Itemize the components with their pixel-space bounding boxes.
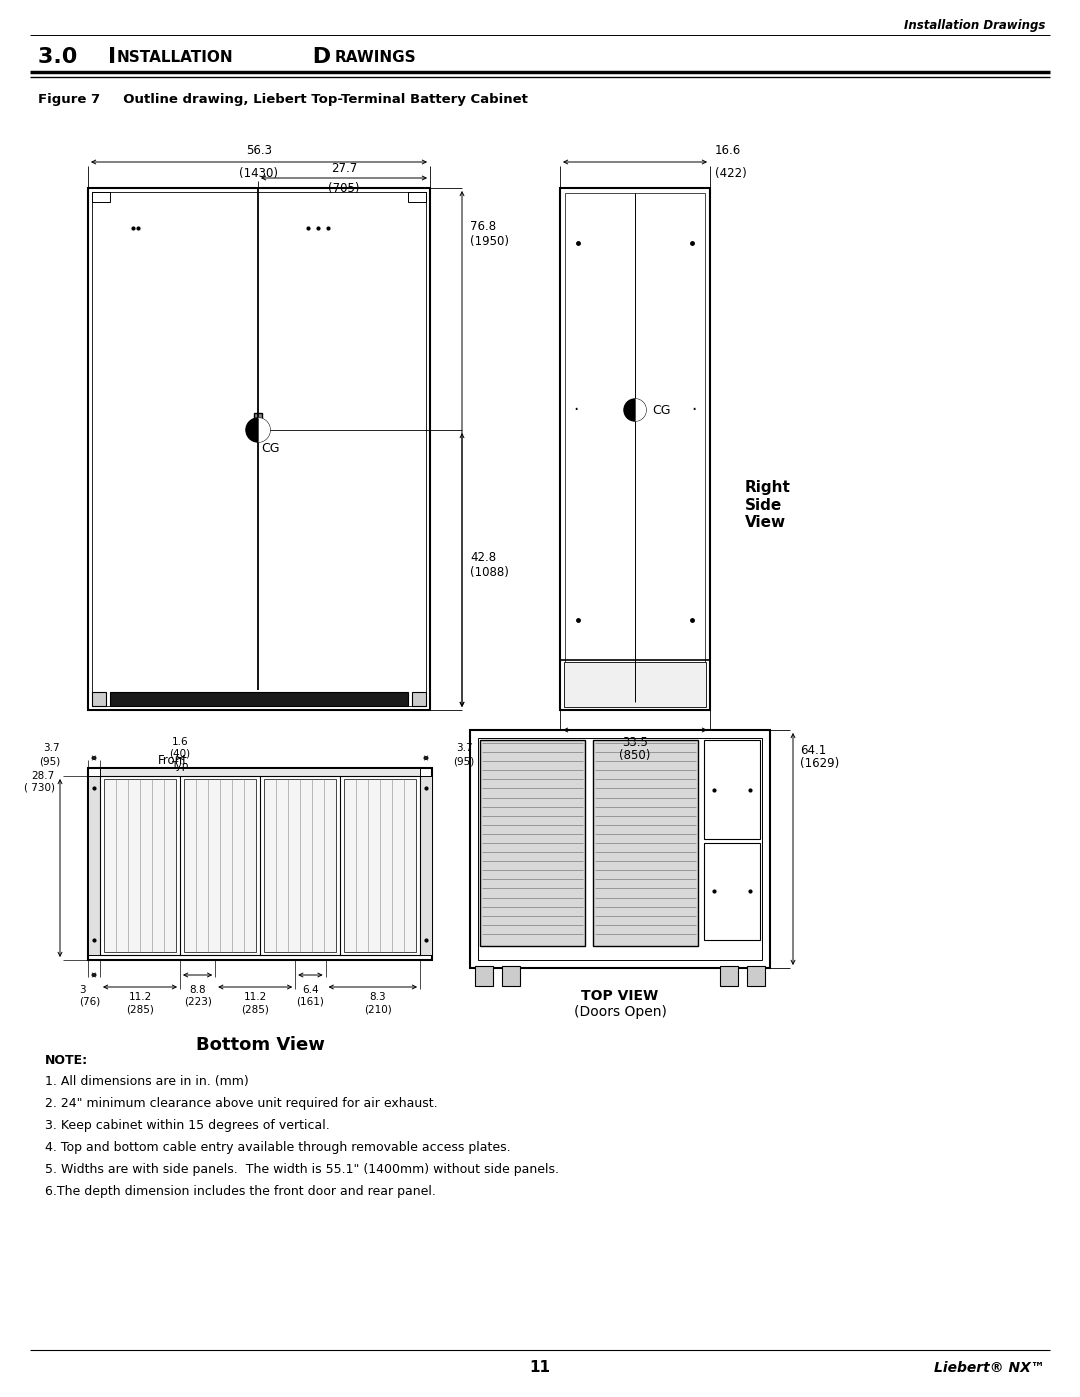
Text: Bottom View: Bottom View: [195, 1037, 324, 1053]
Text: 3.7: 3.7: [43, 743, 60, 753]
Text: (1629): (1629): [800, 757, 839, 770]
Bar: [478, 738, 762, 960]
Text: I: I: [108, 47, 117, 67]
Text: Liebert® NX™: Liebert® NX™: [934, 1361, 1045, 1375]
Text: (285): (285): [126, 1004, 154, 1014]
Text: D: D: [305, 47, 332, 67]
Bar: [100, 768, 420, 775]
Bar: [104, 780, 176, 951]
Text: 2. 24" minimum clearance above unit required for air exhaust.: 2. 24" minimum clearance above unit requ…: [45, 1098, 437, 1111]
Text: ( 730): ( 730): [24, 782, 55, 793]
Text: Front: Front: [158, 754, 188, 767]
Text: TOP VIEW: TOP VIEW: [581, 989, 659, 1003]
Wedge shape: [635, 400, 646, 420]
Bar: [475, 965, 492, 986]
Wedge shape: [624, 400, 635, 420]
Bar: [345, 780, 416, 951]
Text: CG: CG: [261, 441, 280, 454]
Circle shape: [246, 418, 270, 441]
Text: 3.0: 3.0: [38, 47, 108, 67]
Bar: [92, 692, 106, 705]
Bar: [254, 414, 262, 429]
Text: 4. Top and bottom cable entry available through removable access plates.: 4. Top and bottom cable entry available …: [45, 1141, 511, 1154]
Bar: [87, 775, 100, 956]
Text: NOTE:: NOTE:: [45, 1053, 89, 1066]
Text: RAWINGS: RAWINGS: [335, 49, 417, 64]
Wedge shape: [246, 419, 258, 441]
Text: 11.2: 11.2: [244, 992, 267, 1002]
Text: 56.3: 56.3: [246, 144, 272, 158]
Text: 6.The depth dimension includes the front door and rear panel.: 6.The depth dimension includes the front…: [45, 1186, 436, 1199]
Text: (210): (210): [364, 1004, 392, 1014]
Text: 6.4: 6.4: [302, 985, 319, 995]
Bar: [704, 740, 760, 840]
Text: (Doors Open): (Doors Open): [573, 1004, 666, 1018]
Text: 3: 3: [79, 985, 85, 995]
Text: 33.5: 33.5: [622, 736, 648, 750]
Text: 3. Keep cabinet within 15 degrees of vertical.: 3. Keep cabinet within 15 degrees of ver…: [45, 1119, 329, 1133]
Bar: [593, 740, 698, 946]
Bar: [704, 842, 760, 940]
Text: 76.8
(1950): 76.8 (1950): [470, 219, 509, 249]
Text: 8.8: 8.8: [189, 985, 206, 995]
Bar: [411, 692, 426, 705]
Text: (1430): (1430): [240, 168, 279, 180]
Bar: [100, 775, 420, 956]
Text: 5. Widths are with side panels.  The width is 55.1" (1400mm) without side panels: 5. Widths are with side panels. The widt…: [45, 1164, 559, 1176]
Text: (223): (223): [184, 997, 212, 1007]
Text: NSTALLATION: NSTALLATION: [117, 49, 233, 64]
Text: (76): (76): [79, 997, 100, 1007]
Text: 64.1: 64.1: [800, 743, 826, 757]
Text: 1.6: 1.6: [172, 738, 188, 747]
Text: 11: 11: [529, 1361, 551, 1376]
Text: Installation Drawings: Installation Drawings: [904, 20, 1045, 32]
Text: (161): (161): [297, 997, 324, 1007]
Bar: [502, 965, 519, 986]
Text: (95): (95): [39, 756, 60, 766]
Text: 11.2: 11.2: [129, 992, 151, 1002]
Text: ·: ·: [573, 401, 579, 419]
Text: 42.8
(1088): 42.8 (1088): [470, 550, 509, 578]
Wedge shape: [258, 419, 270, 441]
Text: 28.7: 28.7: [31, 771, 55, 781]
Text: (422): (422): [715, 168, 746, 180]
Text: (95): (95): [454, 756, 474, 766]
Bar: [564, 662, 706, 707]
Bar: [565, 193, 705, 705]
Bar: [470, 731, 770, 968]
Bar: [480, 740, 585, 946]
Text: Right
Side
View: Right Side View: [745, 481, 791, 529]
Text: (40): (40): [170, 747, 190, 759]
Text: (705): (705): [328, 182, 360, 196]
Bar: [747, 965, 765, 986]
Text: (850): (850): [619, 750, 650, 763]
Text: 8.3: 8.3: [369, 992, 387, 1002]
Bar: [720, 965, 738, 986]
Text: Typ: Typ: [172, 761, 189, 771]
Text: 27.7: 27.7: [330, 162, 357, 175]
Text: (285): (285): [241, 1004, 269, 1014]
Bar: [110, 692, 408, 705]
Bar: [420, 775, 432, 956]
Text: CG: CG: [652, 405, 671, 418]
Bar: [408, 191, 426, 203]
Bar: [92, 191, 110, 203]
Bar: [87, 189, 430, 710]
Bar: [92, 191, 426, 705]
Text: Figure 7     Outline drawing, Liebert Top-Terminal Battery Cabinet: Figure 7 Outline drawing, Liebert Top-Te…: [38, 92, 528, 106]
Text: 16.6: 16.6: [715, 144, 741, 158]
Circle shape: [624, 400, 646, 420]
Text: ·: ·: [691, 401, 697, 419]
Text: 1. All dimensions are in in. (mm): 1. All dimensions are in in. (mm): [45, 1076, 248, 1088]
Text: 3.7: 3.7: [456, 743, 472, 753]
Bar: [87, 768, 432, 960]
Bar: [184, 780, 256, 951]
Bar: [561, 189, 710, 710]
Bar: [264, 780, 336, 951]
